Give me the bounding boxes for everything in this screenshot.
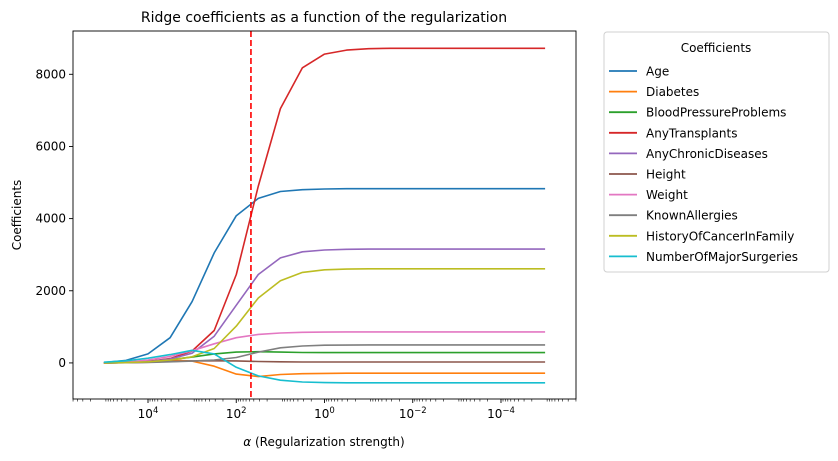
chart-title: Ridge coefficients as a function of the … (141, 10, 507, 26)
y-tick-label: 6000 (35, 139, 66, 153)
series-line-Diabetes (103, 359, 546, 378)
x-tick-label: 10−2 (399, 406, 427, 421)
series-line-Weight (103, 331, 546, 364)
series-line-HistoryOfCancerInFamily (103, 267, 546, 364)
legend-label-Age: Age (646, 65, 669, 79)
legend-title: Coefficients (681, 41, 752, 55)
legend-label-BloodPressureProblems: BloodPressureProblems (646, 106, 786, 120)
x-axis-label: α (Regularization strength) (243, 435, 404, 449)
y-tick-label: 8000 (35, 67, 66, 81)
plot-frame (72, 30, 577, 400)
x-tick-label: 10−4 (487, 406, 515, 421)
x-tick-label: 102 (226, 406, 247, 421)
axes: 0 2000 4000 6000 8000 104 102 100 10−2 10−4 (35, 67, 577, 421)
x-axis-label-symbol: α (243, 435, 251, 449)
legend-label-Weight: Weight (646, 188, 688, 202)
y-tick-label: 0 (58, 356, 66, 370)
y-tick-label: 4000 (35, 212, 66, 226)
x-tick-label: 104 (138, 406, 159, 421)
legend-label-AnyChronicDiseases: AnyChronicDiseases (646, 147, 768, 161)
series-line-AnyChronicDiseases (103, 248, 546, 364)
x-axis-label-text: (Regularization strength) (251, 435, 405, 449)
legend-label-HistoryOfCancerInFamily: HistoryOfCancerInFamily (646, 229, 794, 243)
series-line-Age (103, 187, 546, 364)
legend-label-NumberOfMajorSurgeries: NumberOfMajorSurgeries (646, 250, 798, 264)
x-tick-label: 100 (314, 406, 335, 421)
plot-area (103, 31, 546, 399)
series-line-AnyTransplants (103, 47, 546, 364)
y-tick-label: 2000 (35, 284, 66, 298)
legend-label-KnownAllergies: KnownAllergies (646, 209, 738, 223)
series-line-NumberOfMajorSurgeries (103, 349, 546, 384)
series-line-KnownAllergies (103, 344, 546, 364)
legend: Coefficients Age Diabetes BloodPressurePro… (603, 31, 830, 273)
y-axis-label: Coefficients (10, 180, 24, 251)
legend-items: Age Diabetes BloodPressureProblems AnyTrans… (609, 65, 798, 264)
legend-label-AnyTransplants: AnyTransplants (646, 126, 738, 140)
legend-label-Diabetes: Diabetes (646, 85, 699, 99)
legend-label-Height: Height (646, 168, 686, 182)
legend-box (603, 31, 830, 273)
